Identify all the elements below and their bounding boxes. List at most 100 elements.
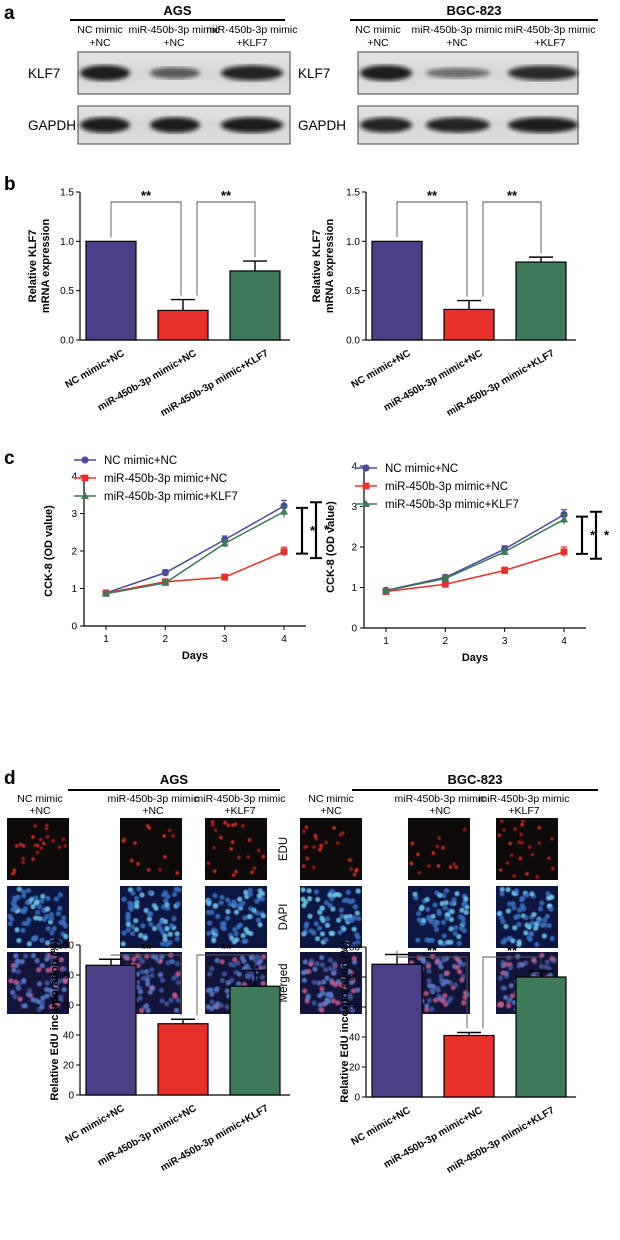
- cell-nucleus: [505, 861, 510, 865]
- cell-nucleus: [63, 844, 67, 848]
- cell-nucleus: [316, 980, 322, 986]
- cell-nucleus: [50, 978, 56, 985]
- cell-nucleus: [307, 896, 313, 902]
- cell-nucleus: [21, 844, 26, 848]
- cell-nucleus: [218, 900, 224, 906]
- cell-nucleus: [330, 930, 336, 937]
- cell-nucleus: [315, 896, 321, 903]
- y-tick-label: 20: [63, 1061, 75, 1072]
- cell-nucleus: [302, 829, 306, 834]
- cell-nucleus: [433, 919, 439, 925]
- cell-nucleus: [49, 930, 55, 936]
- cell-nucleus: [50, 960, 57, 966]
- cell-nucleus: [11, 967, 17, 973]
- cell-nucleus: [429, 1006, 435, 1012]
- image-condition-sublabel-0-0: +NC: [29, 805, 51, 817]
- cell-nucleus: [500, 939, 506, 945]
- legend-label-2: miR-450b-3p mimic+KLF7: [104, 491, 238, 503]
- blot-row-label-1-0: KLF7: [298, 66, 330, 81]
- y-tick-label: 2: [71, 547, 77, 558]
- cell-nucleus: [241, 824, 245, 828]
- cell-nucleus: [205, 909, 212, 915]
- cell-nucleus: [134, 903, 140, 910]
- cell-nucleus: [175, 997, 181, 1003]
- cell-nucleus: [441, 893, 447, 899]
- blot-band-1-0-0: [360, 65, 412, 81]
- cell-nucleus: [311, 930, 317, 936]
- cell-nucleus: [409, 861, 414, 866]
- cell-nucleus: [348, 995, 354, 1001]
- cell-nucleus: [500, 985, 506, 991]
- series-line-2: [105, 510, 285, 595]
- cell-nucleus: [133, 918, 139, 924]
- significance-bracket-0: [110, 201, 182, 296]
- series-point-2-0: [102, 589, 110, 597]
- image-condition-sublabel-1-2: +KLF7: [508, 805, 539, 817]
- cell-nucleus: [145, 981, 151, 987]
- cell-nucleus: [239, 955, 245, 961]
- cell-nucleus: [513, 914, 519, 920]
- category-label-0: NC mimic+NC: [349, 348, 412, 391]
- cell-nucleus: [49, 915, 55, 922]
- image-row-label-1-0: EDU: [278, 837, 290, 861]
- cell-nucleus: [236, 971, 242, 977]
- cell-nucleus: [129, 930, 136, 937]
- cell-nucleus: [550, 866, 555, 871]
- cell-nucleus: [301, 864, 306, 868]
- cell-nucleus: [149, 967, 155, 973]
- cell-nucleus: [445, 939, 451, 946]
- cell-nucleus: [498, 1002, 505, 1008]
- cell-nucleus: [129, 858, 134, 863]
- cell-nucleus: [260, 980, 266, 987]
- cell-nucleus: [435, 844, 440, 849]
- cell-nucleus: [327, 892, 333, 898]
- cell-nucleus: [448, 865, 453, 869]
- y-tick-label: 60: [63, 1001, 75, 1012]
- cell-nucleus: [213, 903, 219, 909]
- cell-nucleus: [230, 823, 235, 828]
- legend-label-1: miR-450b-3p mimic+NC: [104, 473, 227, 485]
- cell-nucleus: [415, 937, 421, 943]
- cell-nucleus: [302, 899, 309, 905]
- significance-label-0: **: [141, 188, 152, 203]
- cell-nucleus: [247, 838, 252, 842]
- cell-nucleus: [519, 962, 526, 968]
- cell-nucleus: [542, 917, 548, 923]
- cell-nucleus: [26, 941, 33, 947]
- micrograph-dapi-1-2: [496, 886, 558, 948]
- cell-nucleus: [497, 975, 504, 981]
- cell-nucleus: [120, 941, 126, 947]
- cell-nucleus: [61, 986, 67, 993]
- panel-label-c: c: [4, 448, 15, 469]
- cell-nucleus: [45, 906, 51, 912]
- series-point-2-2: [220, 539, 229, 547]
- cell-nucleus: [253, 968, 259, 974]
- y-axis-label: Relative EdU incorporation (%): [339, 941, 351, 1103]
- series-point-1-1: [441, 580, 449, 588]
- cell-nucleus: [505, 908, 511, 914]
- cell-nucleus: [517, 840, 521, 845]
- blot-band-0-0-1: [150, 67, 200, 79]
- cell-nucleus: [148, 921, 154, 928]
- cell-nucleus: [425, 906, 431, 912]
- significance-bracket-1: [196, 201, 256, 296]
- cell-nucleus: [456, 940, 462, 946]
- y-tick-label: 1: [351, 583, 357, 594]
- y-axis-label: CCK-8 (OD value): [325, 501, 337, 593]
- cell-nucleus: [463, 909, 469, 916]
- cell-nucleus: [14, 844, 19, 848]
- cell-nucleus: [34, 958, 40, 964]
- series-line-1: [105, 551, 285, 594]
- blot-band-1-0-1: [426, 67, 490, 79]
- cell-nucleus: [527, 845, 532, 849]
- cell-nucleus: [454, 891, 460, 897]
- cell-nucleus: [355, 940, 361, 946]
- cell-nucleus: [171, 975, 177, 981]
- cell-nucleus: [219, 835, 223, 840]
- bar-0: [85, 964, 137, 1096]
- cell-nucleus: [462, 994, 468, 1000]
- cell-nucleus: [159, 941, 166, 947]
- condition-sublabel-1-0: +NC: [367, 37, 389, 49]
- cell-nucleus: [317, 909, 323, 915]
